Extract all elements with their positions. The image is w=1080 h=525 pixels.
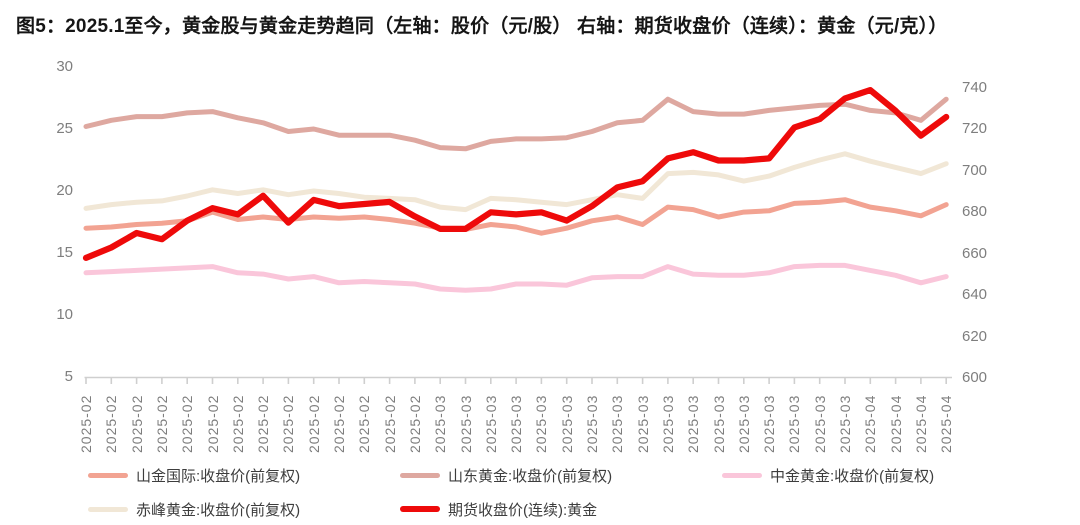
x-axis-tick-label: 2025-02 (229, 394, 246, 453)
x-axis-tick-label: 2025-03 (735, 394, 752, 453)
x-axis-tick-label: 2025-03 (761, 394, 778, 453)
legend-swatch (88, 472, 128, 478)
x-axis-tick-label: 2025-03 (634, 394, 651, 453)
x-axis-tick-label: 2025-03 (710, 394, 727, 453)
legend-label: 赤峰黄金:收盘价(前复权) (136, 501, 301, 519)
legend-swatch (722, 472, 762, 478)
x-axis-tick-label: 2025-02 (128, 394, 145, 453)
legend-label: 山东黄金:收盘价(前复权) (448, 467, 613, 485)
x-axis-tick-label: 2025-02 (78, 394, 94, 453)
legend-swatch (400, 506, 440, 512)
x-axis-tick-label: 2025-03 (609, 394, 626, 453)
x-axis-tick-label: 2025-02 (179, 394, 196, 453)
legend-label: 期货收盘价(连续):黄金 (448, 501, 598, 519)
legend-label: 中金黄金:收盘价(前复权) (770, 467, 935, 485)
legend-swatch (88, 506, 128, 512)
y-axis-right-tick-label: 600 (962, 369, 988, 386)
x-axis-tick-label: 2025-02 (204, 394, 221, 453)
x-axis-tick-label: 2025-02 (406, 394, 423, 453)
x-axis-tick-label: 2025-02 (305, 394, 322, 453)
y-axis-right-tick-label: 740 (962, 79, 988, 96)
series-line-1 (83, 96, 949, 152)
legend-item-1: 山东黄金:收盘价(前复权) (400, 464, 612, 486)
series-lines (82, 86, 950, 293)
x-axis-tick-label: 2025-03 (811, 394, 828, 453)
x-axis-tick-label: 2025-02 (280, 394, 297, 453)
y-axis-right-tick-label: 700 (962, 161, 988, 179)
series-line-2 (83, 262, 949, 293)
x-axis-tick-label: 2025-04 (938, 394, 955, 453)
y-axis-right-tick-label: 620 (962, 327, 988, 345)
x-axis-tick-label: 2025-03 (685, 394, 702, 453)
x-axis-line (84, 376, 952, 384)
x-axis-tick-label: 2025-03 (457, 394, 474, 453)
y-axis-right-tick-label: 720 (962, 120, 988, 138)
x-axis-tick-label: 2025-03 (659, 394, 676, 453)
x-axis-tick-label: 2025-03 (482, 394, 499, 453)
y-axis-right-tick-label: 680 (962, 203, 988, 221)
legend-item-3: 赤峰黄金:收盘价(前复权) (88, 498, 300, 520)
series-line-4 (82, 86, 950, 261)
legend-item-0: 山金国际:收盘价(前复权) (88, 464, 300, 486)
x-axis-tick-label: 2025-04 (912, 394, 929, 453)
y-axis-left-tick-label: 25 (56, 120, 73, 137)
x-axis-tick-label: 2025-02 (153, 394, 170, 453)
x-axis-tick-label: 2025-03 (584, 394, 600, 453)
x-axis-tick-label: 2025-04 (887, 394, 904, 453)
x-axis-tick-label: 2025-02 (103, 394, 120, 453)
y-axis-left-tick-label: 5 (64, 368, 73, 385)
x-axis-tick-label: 2025-03 (837, 394, 853, 453)
x-axis-tick-label: 2025-03 (508, 394, 525, 453)
legend-item-2: 中金黄金:收盘价(前复权) (722, 464, 934, 486)
series-line-3 (83, 151, 949, 213)
x-axis-tick-label: 2025-02 (381, 394, 398, 453)
x-axis-tick-label: 2025-03 (786, 394, 803, 453)
y-axis-left-tick-label: 20 (56, 182, 73, 199)
x-axis-tick-label: 2025-03 (558, 394, 575, 453)
x-axis-tick-label: 2025-02 (356, 394, 373, 453)
legend-item-4: 期货收盘价(连续):黄金 (400, 498, 597, 520)
series-line-0 (83, 197, 949, 236)
y-axis-left-tick-label: 10 (56, 306, 73, 323)
y-axis-right-tick-label: 660 (962, 244, 988, 262)
x-axis-tick-label: 2025-03 (432, 394, 449, 453)
legend-swatch (400, 472, 440, 478)
y-axis-left-tick-label: 30 (56, 58, 73, 75)
legend-label: 山金国际:收盘价(前复权) (136, 467, 301, 485)
x-axis-tick-label: 2025-04 (862, 394, 879, 453)
x-axis-tick-label: 2025-02 (331, 394, 347, 453)
y-axis-right-tick-label: 640 (962, 286, 988, 304)
x-axis-tick-label: 2025-03 (533, 394, 550, 453)
y-axis-left-tick-label: 15 (56, 244, 73, 261)
chart-title: 图5：2025.1至今，黄金股与黄金走势趋同（左轴：股价（元/股） 右轴：期货收… (16, 16, 948, 37)
x-axis-tick-label: 2025-02 (255, 394, 272, 453)
